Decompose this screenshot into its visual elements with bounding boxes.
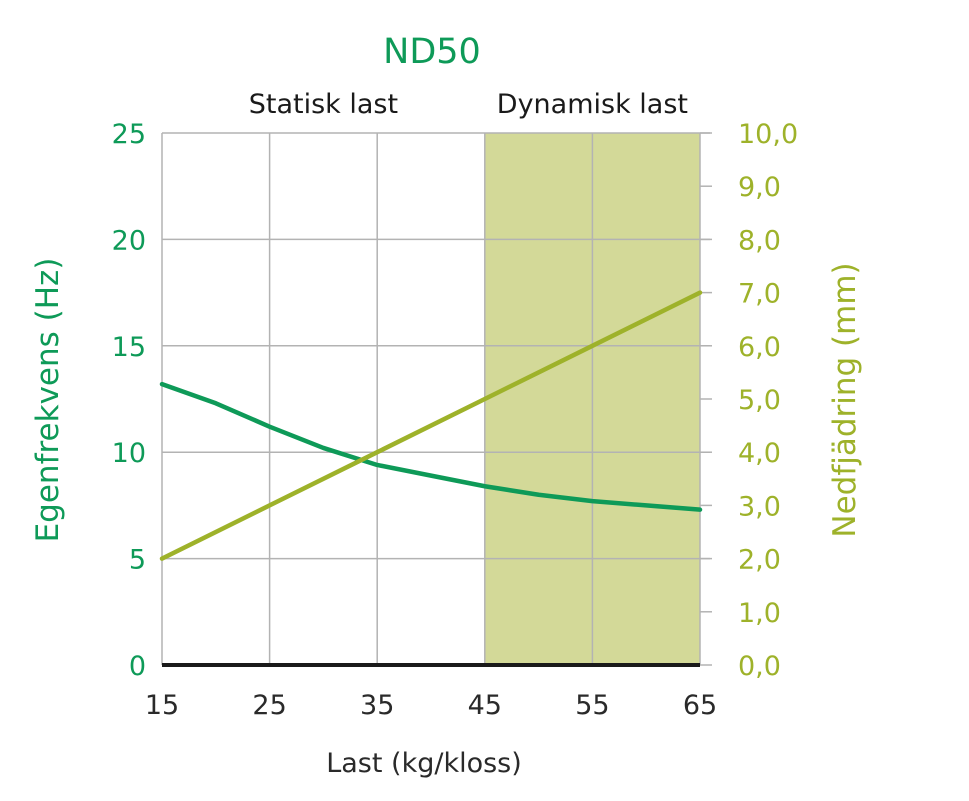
y-left-tick-label: 10 <box>112 438 146 469</box>
y-right-tick-label: 3,0 <box>738 491 781 522</box>
y-right-tick-label: 9,0 <box>738 172 781 203</box>
y-right-tick-label: 2,0 <box>738 545 781 576</box>
y-right-tick-label: 5,0 <box>738 385 781 416</box>
x-tick-label: 55 <box>575 690 609 721</box>
region-label-0: Statisk last <box>249 89 398 120</box>
y-left-tick-label: 25 <box>112 119 146 150</box>
x-tick-label: 25 <box>252 690 286 721</box>
series-line-nedfjadring <box>159 290 703 561</box>
region-label-1: Dynamisk last <box>497 89 688 120</box>
y-left-tick-label: 0 <box>129 651 146 682</box>
y-left-tick-label: 5 <box>129 545 146 576</box>
x-tick-label: 35 <box>360 690 394 721</box>
y-right-tick-label: 1,0 <box>738 598 781 629</box>
y-right-tick-label: 4,0 <box>738 438 781 469</box>
series-line-egenfrekvens <box>159 381 703 512</box>
y-right-axis-title: Nedfjädring (mm) <box>827 262 863 537</box>
y-left-axis-title: Egenfrekvens (Hz) <box>30 258 66 543</box>
y-right-tick-label: 8,0 <box>738 225 781 256</box>
y-right-tick-label: 6,0 <box>738 332 781 363</box>
x-tick-label: 15 <box>145 690 179 721</box>
x-axis-title: Last (kg/kloss) <box>326 748 522 779</box>
x-tick-label: 65 <box>683 690 717 721</box>
y-right-tick-label: 10,0 <box>738 119 798 150</box>
y-left-tick-label: 20 <box>112 225 146 256</box>
y-right-tick-label: 0,0 <box>738 651 781 682</box>
x-tick-label: 45 <box>468 690 502 721</box>
chart-title: ND50 <box>383 32 481 72</box>
y-right-tick-label: 7,0 <box>738 279 781 310</box>
y-left-tick-label: 15 <box>112 332 146 363</box>
